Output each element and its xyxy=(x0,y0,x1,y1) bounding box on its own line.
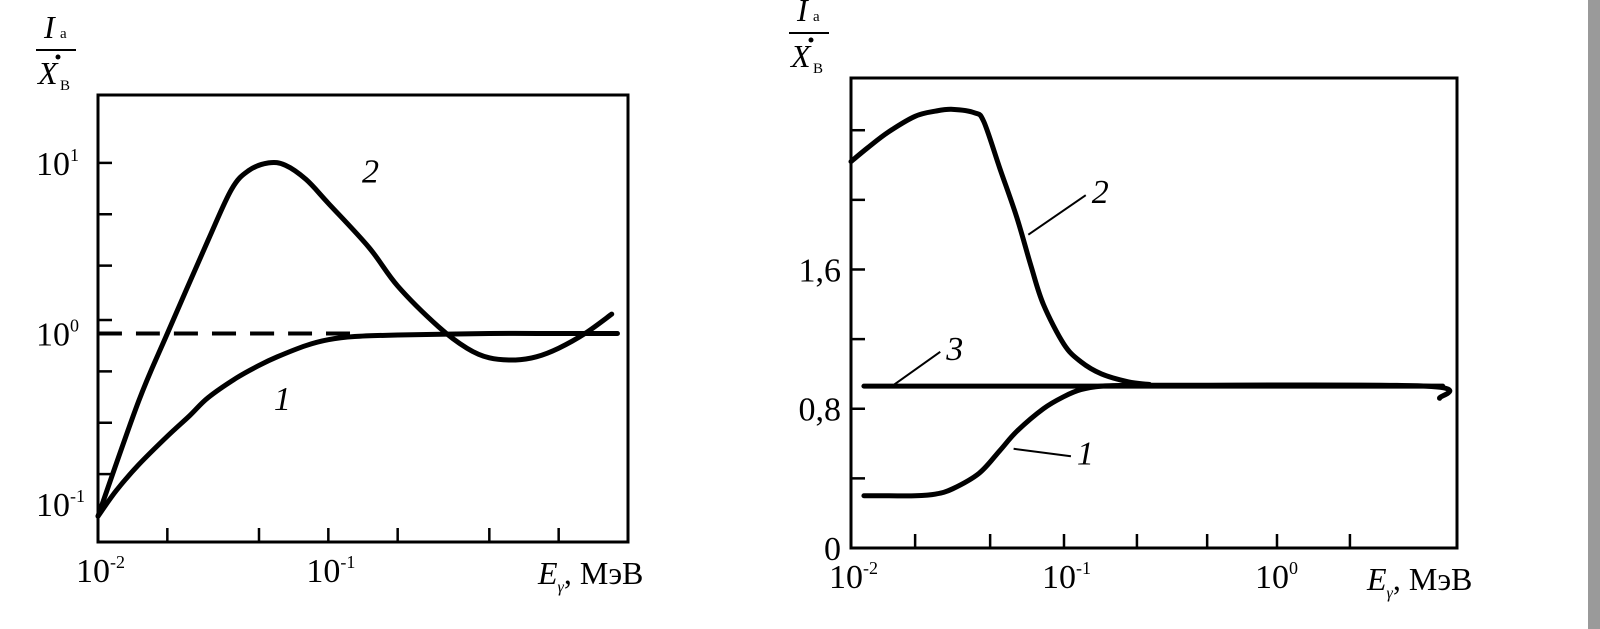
y-tick-label: 1,6 xyxy=(799,252,842,289)
x-tick-exponent: 0 xyxy=(1289,558,1298,578)
series-line-2 xyxy=(95,159,615,519)
y-tick-base: 10 xyxy=(36,317,70,354)
curve-label-2: 2 xyxy=(1092,174,1109,211)
y-tick-label: 10-1 xyxy=(36,486,85,524)
x-tick-base: 10 xyxy=(1042,559,1076,596)
x-tick-exponent: -2 xyxy=(110,552,125,572)
x-label-unit: , МэВ xyxy=(1393,561,1473,597)
curve-label-leader xyxy=(1027,194,1087,236)
x-label-unit: , МэВ xyxy=(564,555,644,591)
x-label-sub: γ xyxy=(1387,585,1394,602)
x-label-sub: γ xyxy=(558,579,565,596)
y-tick-label: 0 xyxy=(824,531,841,568)
dot-accent xyxy=(808,37,814,43)
x-tick-exponent: -1 xyxy=(340,552,355,572)
series-line-1 xyxy=(861,382,1131,499)
plot-frame xyxy=(96,93,630,544)
curve-label-3: 3 xyxy=(945,331,963,368)
y-tick-label: 101 xyxy=(36,145,79,183)
scan-edge xyxy=(1588,0,1600,629)
curve-label-leader xyxy=(893,350,941,386)
series-line-2 xyxy=(848,106,1453,401)
x-tick-base: 10 xyxy=(76,553,110,590)
y-label-numerator: I xyxy=(796,0,809,28)
x-tick-label: 10-2 xyxy=(76,552,125,590)
x-axis-label: Eγ, МэВ xyxy=(1366,561,1472,602)
y-tick-base: 10 xyxy=(36,487,70,524)
x-tick-exponent: -2 xyxy=(863,558,878,578)
y-label-denominator: X xyxy=(789,38,812,74)
y-tick-base: 10 xyxy=(36,146,70,183)
x-label-symbol: E xyxy=(1366,561,1387,597)
curve-label-1: 1 xyxy=(274,381,291,418)
x-tick-label: 100 xyxy=(1255,558,1298,596)
x-tick-base: 10 xyxy=(1255,559,1289,596)
curve-label-leader xyxy=(1013,447,1072,458)
y-label-numerator-sub: a xyxy=(813,9,820,25)
x-tick-label: 10-1 xyxy=(306,552,355,590)
y-tick-exponent: 1 xyxy=(70,145,79,165)
dot-accent xyxy=(55,54,61,60)
series-line-1 xyxy=(95,330,620,519)
x-axis-label: Eγ, МэВ xyxy=(537,555,643,596)
curve-label-2: 2 xyxy=(362,154,379,191)
x-label-symbol: E xyxy=(537,555,558,591)
y-tick-label: 0,8 xyxy=(799,392,842,429)
x-tick-label: 10-1 xyxy=(1042,558,1091,596)
x-tick-exponent: -1 xyxy=(1076,558,1091,578)
y-label-numerator: I xyxy=(43,9,56,45)
y-label-denominator-sub: B xyxy=(813,61,823,77)
x-tick-base: 10 xyxy=(306,553,340,590)
plot-frame xyxy=(849,76,1459,550)
y-tick-exponent: -1 xyxy=(70,486,85,506)
y-label-denominator: X xyxy=(36,55,59,91)
curve-label-1: 1 xyxy=(1077,435,1094,472)
y-tick-label: 100 xyxy=(36,316,79,354)
x-tick-base: 10 xyxy=(829,559,863,596)
y-label-numerator-sub: a xyxy=(60,26,67,42)
y-tick-exponent: 0 xyxy=(70,316,79,336)
y-label-denominator-sub: B xyxy=(60,78,70,94)
x-tick-label: 10-2 xyxy=(829,558,878,596)
